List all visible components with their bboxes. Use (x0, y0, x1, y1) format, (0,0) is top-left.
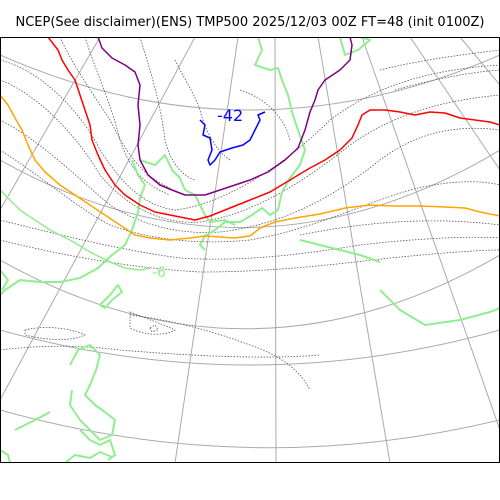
isotherm-green (0, 189, 151, 271)
longitude-line (409, 37, 500, 171)
latitude-line (0, 254, 500, 330)
coastline (69, 344, 116, 441)
latitude-line (0, 409, 500, 449)
coastline (139, 154, 186, 191)
chart-title: NCEP(See disclaimer)(ENS) TMP500 2025/12… (15, 15, 485, 30)
latitude-line (0, 329, 500, 366)
isotherm-contour (0, 119, 500, 233)
coastline (0, 159, 146, 296)
isotherm-contour (139, 37, 196, 181)
coastline (299, 239, 381, 263)
isotherm-contour (0, 219, 500, 260)
coastline (199, 207, 279, 251)
coastline (79, 429, 116, 461)
coastline (254, 37, 306, 211)
coastline (0, 449, 11, 463)
isotherm-contour (24, 327, 86, 340)
map-panel: -42 -6 (0, 37, 500, 463)
coastline (0, 269, 9, 291)
longitude-line (274, 37, 277, 463)
longitude-line (0, 37, 196, 401)
isotherm-contour (0, 345, 321, 358)
isotherm-contour (299, 220, 500, 236)
dotted-isotherms (0, 37, 500, 391)
latitude-line (0, 149, 500, 228)
coastline (339, 37, 371, 56)
isotherm-orange (0, 94, 500, 241)
coastline (64, 451, 113, 463)
isotherm-contour (0, 79, 500, 223)
isotherm-contour (129, 311, 176, 335)
isotherm-blue (199, 111, 266, 166)
isotherm-contour (379, 49, 500, 71)
coastline (14, 411, 51, 431)
longitude-line (317, 37, 391, 463)
isotherm-contour (129, 314, 311, 391)
longitude-line (0, 37, 101, 211)
isotherm-purple (97, 37, 353, 196)
longitude-line (174, 37, 239, 463)
isotherm-contour (149, 324, 159, 333)
coastlines (0, 37, 500, 463)
isotherm-contour (0, 239, 500, 273)
longitude-line (361, 37, 500, 431)
coastline (379, 289, 500, 326)
isotherm-contour (239, 89, 291, 141)
coastline (99, 284, 123, 309)
isotherm-contour (394, 69, 500, 91)
lat-lon-grid (0, 37, 500, 463)
isotherm-contour (174, 59, 231, 161)
isotherm-contour (0, 59, 500, 211)
longitude-line (459, 37, 500, 86)
isotherm-green-label: -6 (152, 265, 166, 281)
isotherm-red (47, 37, 500, 221)
map-canvas: -42 -6 (0, 37, 500, 463)
cold-center-label: -42 (217, 106, 243, 125)
isotherm-contour (84, 37, 171, 196)
key-isotherms (0, 37, 500, 271)
map-frame (0, 37, 500, 463)
